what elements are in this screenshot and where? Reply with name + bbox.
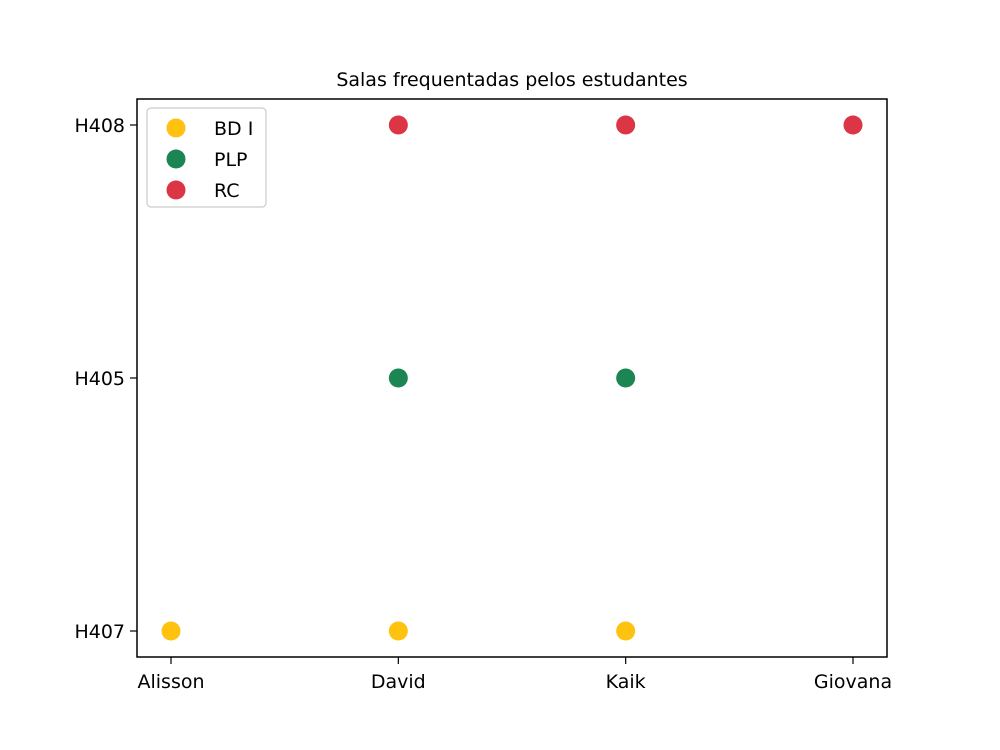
legend-label: PLP <box>214 149 248 171</box>
data-points <box>161 115 863 641</box>
y-tick-label: H405 <box>74 368 125 390</box>
chart-title: Salas frequentadas pelos estudantes <box>336 69 687 91</box>
data-point <box>388 115 408 135</box>
legend-marker <box>166 118 186 138</box>
data-point <box>388 368 408 388</box>
x-tick-label: Alisson <box>137 671 204 693</box>
data-point <box>616 621 636 641</box>
legend-label: RC <box>214 180 240 202</box>
y-tick-label: H407 <box>74 621 125 643</box>
x-tick-label: Giovana <box>814 671 892 693</box>
legend-marker <box>166 180 186 200</box>
x-tick-label: Kaik <box>606 671 646 693</box>
legend-marker <box>166 149 186 169</box>
data-point <box>161 621 181 641</box>
data-point <box>616 115 636 135</box>
y-axis: H407 H405 H408 <box>74 115 137 643</box>
data-point <box>616 368 636 388</box>
x-axis: Alisson David Kaik Giovana <box>137 657 892 693</box>
legend-label: BD I <box>214 118 253 140</box>
legend: BD I PLP RC <box>146 107 267 208</box>
y-tick-label: H408 <box>74 115 125 137</box>
x-tick-label: David <box>371 671 426 693</box>
data-point <box>843 115 863 135</box>
data-point <box>388 621 408 641</box>
